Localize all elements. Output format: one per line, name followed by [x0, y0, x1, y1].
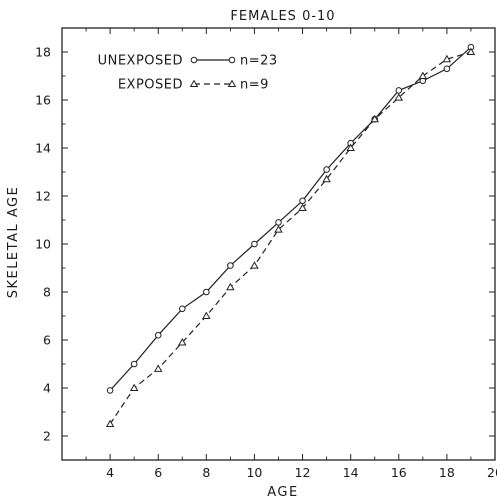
x-tick-label: 20 — [487, 465, 497, 480]
series-exposed — [105, 47, 476, 428]
axis-ticks: 4 6 8 10 12 14 16 18 20 2 4 6 8 10 12 14 16 18 — [35, 28, 497, 480]
data-point-exposed — [298, 203, 307, 212]
data-point-exposed — [129, 383, 139, 392]
data-point-unexposed — [443, 65, 451, 73]
data-point-unexposed — [130, 360, 138, 368]
data-point-exposed — [370, 114, 379, 123]
y-axis-label: SKELETAL AGE — [6, 186, 21, 299]
data-point-exposed — [153, 364, 163, 372]
data-point-exposed — [250, 261, 259, 269]
series-line-unexposed — [109, 46, 472, 391]
plot-frame — [61, 27, 496, 461]
legend-n-exposed: n=9 — [240, 78, 269, 93]
x-tick-label: 8 — [202, 465, 210, 480]
y-tick-label: 8 — [43, 285, 51, 300]
data-point-unexposed — [323, 166, 330, 173]
data-point-exposed — [202, 311, 211, 320]
data-point-exposed — [394, 93, 404, 101]
x-tick-label: 4 — [106, 465, 114, 480]
legend-n-unexposed: n=23 — [240, 54, 278, 69]
data-point-exposed — [442, 54, 452, 63]
data-point-unexposed — [275, 219, 282, 226]
y-tick-label: 14 — [35, 141, 51, 156]
data-point-exposed — [105, 419, 115, 428]
x-tick-label: 10 — [246, 465, 262, 480]
x-tick-label: 12 — [295, 465, 311, 480]
y-tick-label: 10 — [35, 237, 51, 252]
x-axis-label: AGE — [267, 485, 298, 500]
data-point-exposed — [346, 143, 355, 152]
y-tick-label: 12 — [35, 189, 51, 204]
legend: UNEXPOSED n=23 EXPOSED n=9 — [98, 54, 278, 93]
data-point-exposed — [418, 71, 428, 80]
legend-marker-end — [228, 56, 236, 64]
data-point-exposed — [178, 337, 187, 346]
data-point-unexposed — [251, 240, 258, 248]
y-tick-label: 2 — [43, 429, 51, 444]
data-point-unexposed — [154, 331, 162, 339]
legend-marker-end — [227, 79, 237, 88]
legend-marker-start — [190, 56, 198, 64]
data-point-unexposed — [178, 305, 186, 313]
series-layer — [105, 43, 476, 428]
x-tick-label: 6 — [154, 465, 162, 480]
x-tick-label: 18 — [439, 465, 455, 480]
data-point-unexposed — [299, 197, 306, 205]
legend-marker-start — [189, 79, 199, 88]
data-point-unexposed — [106, 387, 114, 394]
data-point-unexposed — [227, 262, 234, 269]
chart-title: FEMALES 0-10 — [230, 9, 335, 24]
y-tick-label: 16 — [35, 93, 51, 108]
data-point-unexposed — [203, 288, 210, 296]
data-point-unexposed — [395, 87, 403, 94]
data-point-exposed — [322, 174, 331, 183]
y-tick-label: 4 — [43, 381, 51, 396]
legend-label-exposed: EXPOSED — [118, 78, 183, 93]
data-point-exposed — [226, 282, 235, 291]
data-point-exposed — [466, 47, 476, 56]
y-tick-label: 6 — [43, 333, 51, 348]
data-point-exposed — [274, 225, 283, 233]
x-tick-label: 14 — [343, 465, 359, 480]
series-line-exposed — [109, 51, 472, 425]
legend-label-unexposed: UNEXPOSED — [98, 54, 183, 69]
x-tick-label: 16 — [391, 465, 407, 480]
y-tick-label: 18 — [35, 45, 51, 60]
